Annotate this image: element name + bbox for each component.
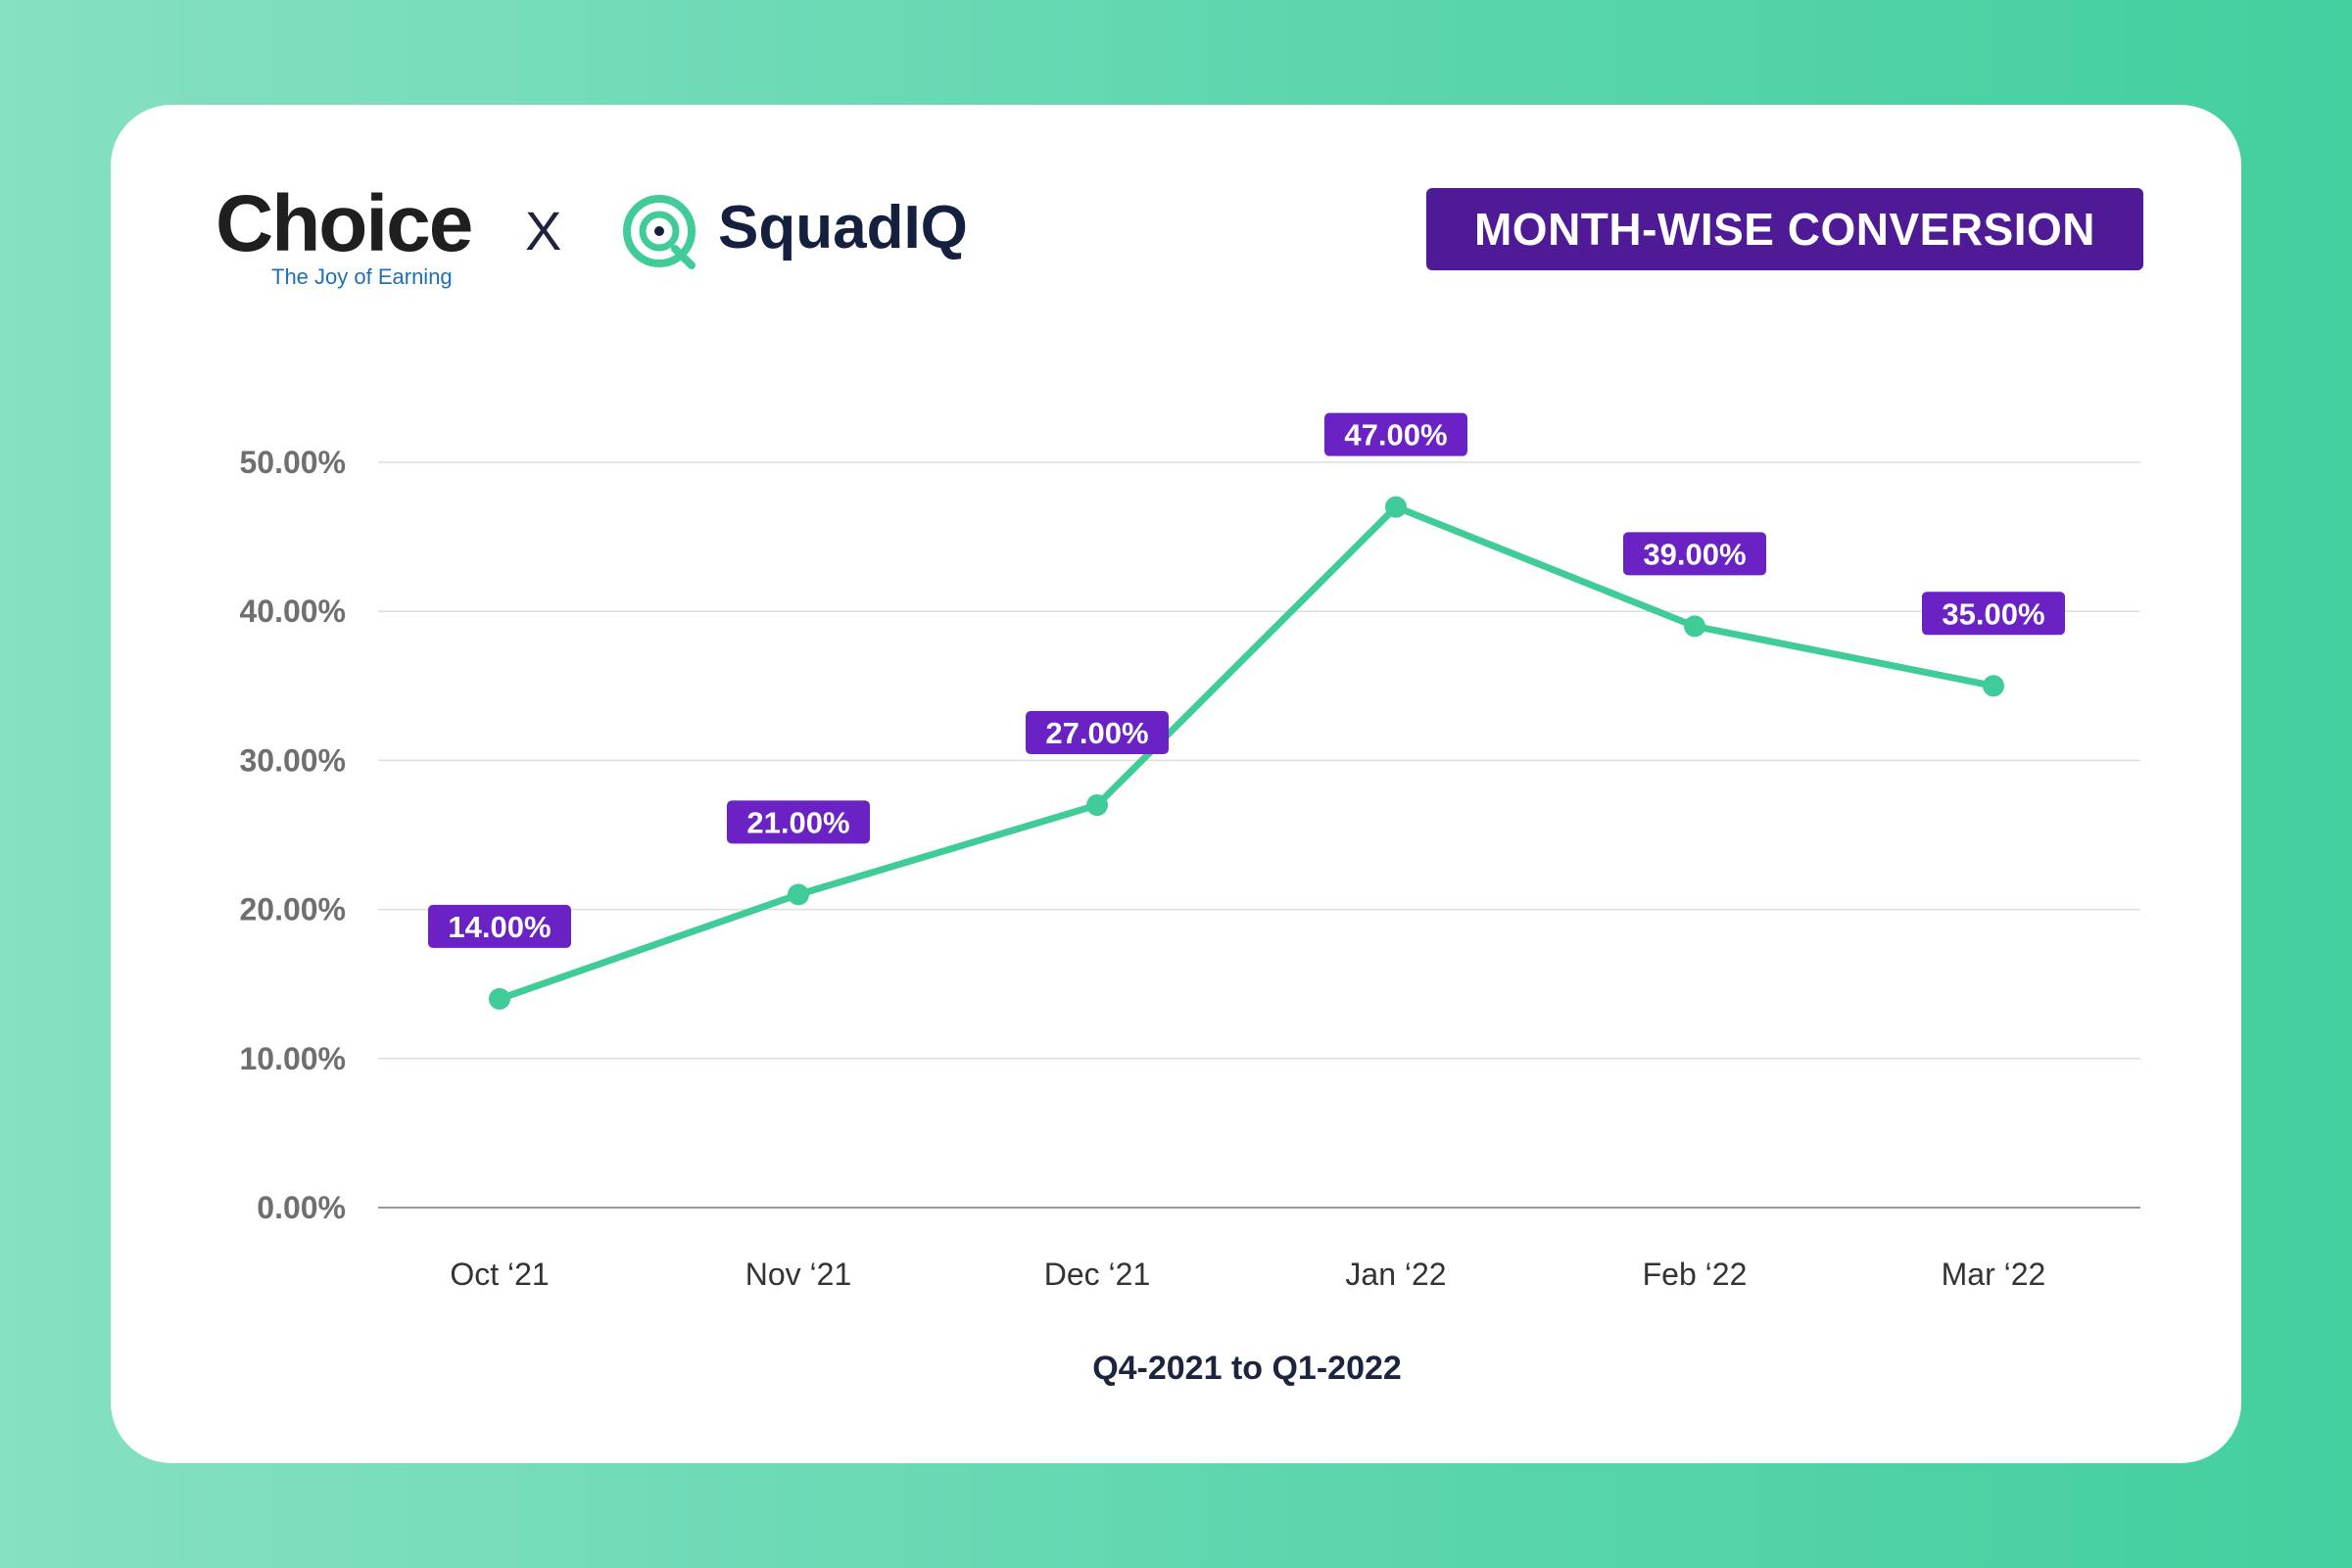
x-tick-label: Dec ‘21 bbox=[1044, 1257, 1151, 1292]
data-point bbox=[1086, 794, 1108, 817]
choice-logo: Choice bbox=[216, 179, 473, 268]
data-label-text: 27.00% bbox=[1045, 716, 1148, 750]
data-label-text: 47.00% bbox=[1344, 418, 1447, 452]
data-label-bg bbox=[1623, 532, 1766, 576]
data-point bbox=[1684, 615, 1705, 638]
data-label-bg bbox=[1324, 412, 1467, 456]
x-axis-ticks: Oct ‘21 Nov ‘21 Dec ‘21 Jan ‘22 Feb ‘22 Mar ‘… bbox=[450, 1257, 2045, 1292]
data-label: 35.00% bbox=[1922, 592, 2065, 636]
data-points bbox=[489, 496, 2004, 1010]
y-tick-label: 30.00% bbox=[239, 742, 346, 778]
data-label: 39.00% bbox=[1623, 532, 1766, 576]
y-tick-label: 20.00% bbox=[239, 892, 346, 927]
y-tick-label: 0.00% bbox=[257, 1190, 346, 1225]
chart-title-badge: MONTH-WISE CONVERSION bbox=[1426, 188, 2143, 270]
x-tick-label: Jan ‘22 bbox=[1345, 1257, 1446, 1292]
data-label: 47.00% bbox=[1324, 412, 1467, 456]
data-label-bg bbox=[727, 800, 870, 844]
brand-separator: X bbox=[525, 200, 562, 261]
x-tick-label: Oct ‘21 bbox=[450, 1257, 549, 1292]
data-label-text: 35.00% bbox=[1942, 596, 2044, 631]
data-point bbox=[1983, 675, 2004, 697]
squadiq-logo: SquadIQ bbox=[718, 194, 968, 261]
choice-tagline: The Joy of Earning bbox=[271, 264, 453, 289]
grid-lines bbox=[378, 461, 2140, 1209]
y-tick-label: 50.00% bbox=[239, 445, 346, 480]
chart-card bbox=[111, 105, 2241, 1463]
conversion-line bbox=[496, 503, 1997, 1003]
data-label: 27.00% bbox=[1026, 711, 1169, 755]
x-tick-label: Mar ‘22 bbox=[1942, 1257, 2046, 1292]
data-label-text: 39.00% bbox=[1643, 537, 1746, 571]
x-axis-label: Q4-2021 to Q1-2022 bbox=[1092, 1350, 1402, 1387]
data-label-bg bbox=[1922, 592, 2065, 636]
y-axis-ticks: 0.00% 10.00% 20.00% 30.00% 40.00% 50.00% bbox=[239, 445, 346, 1225]
data-labels: 14.00% 21.00% 27.00% 47.00% 39.00% 35.00% bbox=[428, 412, 2065, 948]
y-tick-label: 40.00% bbox=[239, 594, 346, 629]
data-label: 14.00% bbox=[428, 904, 571, 948]
data-point bbox=[788, 883, 809, 906]
y-tick-label: 10.00% bbox=[239, 1041, 346, 1076]
data-point bbox=[489, 987, 510, 1010]
data-point bbox=[1385, 496, 1407, 518]
data-label: 21.00% bbox=[727, 800, 870, 844]
data-label-text: 14.00% bbox=[448, 910, 551, 944]
data-label-bg bbox=[428, 904, 571, 948]
squadiq-logo-icon bbox=[623, 195, 696, 269]
data-label-bg bbox=[1026, 711, 1169, 755]
x-tick-label: Nov ‘21 bbox=[745, 1257, 852, 1292]
x-tick-label: Feb ‘22 bbox=[1643, 1257, 1748, 1292]
data-label-text: 21.00% bbox=[746, 805, 849, 839]
